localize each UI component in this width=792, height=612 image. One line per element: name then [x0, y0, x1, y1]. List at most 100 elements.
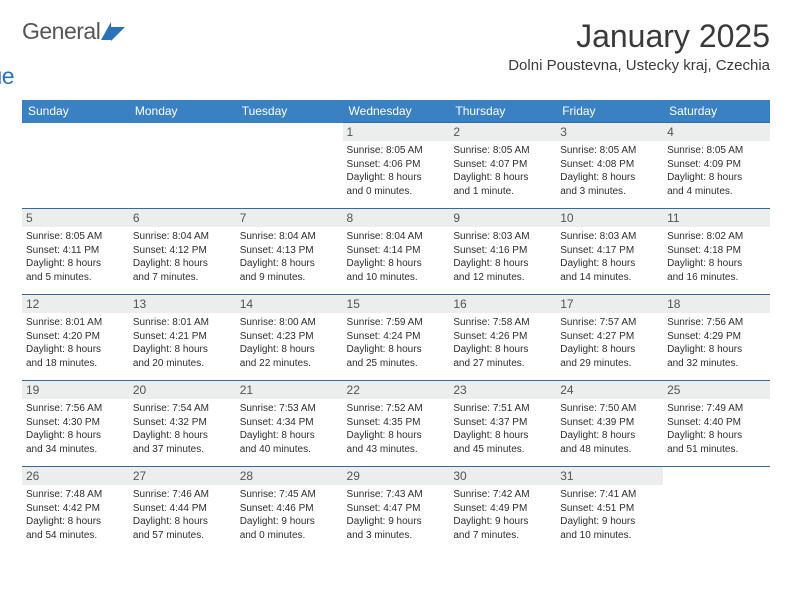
- detail-line: Daylight: 8 hours: [133, 515, 232, 529]
- detail-line: Sunset: 4:23 PM: [240, 330, 339, 344]
- detail-line: Sunset: 4:29 PM: [667, 330, 766, 344]
- day-details: Sunrise: 8:05 AMSunset: 4:08 PMDaylight:…: [560, 144, 659, 198]
- detail-line: Daylight: 8 hours: [667, 429, 766, 443]
- detail-line: Daylight: 8 hours: [240, 257, 339, 271]
- day-cell: 18Sunrise: 7:56 AMSunset: 4:29 PMDayligh…: [663, 295, 770, 381]
- day-number: 16: [449, 295, 556, 313]
- detail-line: Sunrise: 7:42 AM: [453, 488, 552, 502]
- detail-line: Sunrise: 7:56 AM: [667, 316, 766, 330]
- detail-line: Daylight: 8 hours: [133, 343, 232, 357]
- detail-line: Sunset: 4:51 PM: [560, 502, 659, 516]
- day-details: Sunrise: 8:05 AMSunset: 4:11 PMDaylight:…: [26, 230, 125, 284]
- detail-line: Sunset: 4:06 PM: [347, 158, 446, 172]
- day-details: Sunrise: 8:03 AMSunset: 4:17 PMDaylight:…: [560, 230, 659, 284]
- day-details: Sunrise: 8:01 AMSunset: 4:20 PMDaylight:…: [26, 316, 125, 370]
- detail-line: Daylight: 8 hours: [453, 171, 552, 185]
- detail-line: and 7 minutes.: [133, 271, 232, 285]
- day-details: Sunrise: 7:49 AMSunset: 4:40 PMDaylight:…: [667, 402, 766, 456]
- detail-line: Sunrise: 7:45 AM: [240, 488, 339, 502]
- day-number: 31: [556, 467, 663, 485]
- empty-day-cell: [129, 123, 236, 209]
- day-number: 6: [129, 209, 236, 227]
- day-number: 28: [236, 467, 343, 485]
- detail-line: and 25 minutes.: [347, 357, 446, 371]
- detail-line: and 48 minutes.: [560, 443, 659, 457]
- day-number: 10: [556, 209, 663, 227]
- day-cell: 29Sunrise: 7:43 AMSunset: 4:47 PMDayligh…: [343, 467, 450, 553]
- title-block: January 2025 Dolni Poustevna, Ustecky kr…: [508, 18, 770, 74]
- detail-line: and 22 minutes.: [240, 357, 339, 371]
- detail-line: Sunset: 4:49 PM: [453, 502, 552, 516]
- day-details: Sunrise: 8:02 AMSunset: 4:18 PMDaylight:…: [667, 230, 766, 284]
- week-row: 12Sunrise: 8:01 AMSunset: 4:20 PMDayligh…: [22, 295, 770, 381]
- weekday-header-row: Sunday Monday Tuesday Wednesday Thursday…: [22, 100, 770, 123]
- detail-line: Daylight: 8 hours: [133, 429, 232, 443]
- detail-line: Daylight: 9 hours: [453, 515, 552, 529]
- day-details: Sunrise: 7:56 AMSunset: 4:30 PMDaylight:…: [26, 402, 125, 456]
- detail-line: Sunrise: 7:58 AM: [453, 316, 552, 330]
- detail-line: Sunset: 4:11 PM: [26, 244, 125, 258]
- weekday-header: Sunday: [22, 100, 129, 123]
- day-cell: 20Sunrise: 7:54 AMSunset: 4:32 PMDayligh…: [129, 381, 236, 467]
- day-details: Sunrise: 8:03 AMSunset: 4:16 PMDaylight:…: [453, 230, 552, 284]
- detail-line: Sunrise: 8:04 AM: [133, 230, 232, 244]
- day-number: 8: [343, 209, 450, 227]
- detail-line: Daylight: 8 hours: [347, 257, 446, 271]
- detail-line: Sunset: 4:44 PM: [133, 502, 232, 516]
- weekday-header: Friday: [556, 100, 663, 123]
- day-cell: 2Sunrise: 8:05 AMSunset: 4:07 PMDaylight…: [449, 123, 556, 209]
- detail-line: and 12 minutes.: [453, 271, 552, 285]
- detail-line: Sunset: 4:07 PM: [453, 158, 552, 172]
- day-cell: 21Sunrise: 7:53 AMSunset: 4:34 PMDayligh…: [236, 381, 343, 467]
- day-details: Sunrise: 8:01 AMSunset: 4:21 PMDaylight:…: [133, 316, 232, 370]
- logo-triangle-icon: [101, 22, 111, 40]
- day-cell: 3 Sunrise: 8:05 AMSunset: 4:08 PMDaylight…: [556, 123, 663, 209]
- detail-line: Sunrise: 7:41 AM: [560, 488, 659, 502]
- day-number: 20: [129, 381, 236, 399]
- detail-line: and 14 minutes.: [560, 271, 659, 285]
- day-details: Sunrise: 7:41 AMSunset: 4:51 PMDaylight:…: [560, 488, 659, 542]
- detail-line: Sunset: 4:16 PM: [453, 244, 552, 258]
- detail-line: and 37 minutes.: [133, 443, 232, 457]
- day-cell: 25 Sunrise: 7:49 AMSunset: 4:40 PMDayligh…: [663, 381, 770, 467]
- detail-line: Daylight: 8 hours: [453, 429, 552, 443]
- page-header: General Blue January 2025 Dolni Poustevn…: [22, 18, 770, 90]
- detail-line: Sunset: 4:21 PM: [133, 330, 232, 344]
- day-cell: 17Sunrise: 7:57 AMSunset: 4:27 PMDayligh…: [556, 295, 663, 381]
- detail-line: Sunset: 4:18 PM: [667, 244, 766, 258]
- detail-line: Daylight: 9 hours: [560, 515, 659, 529]
- day-details: Sunrise: 7:58 AMSunset: 4:26 PMDaylight:…: [453, 316, 552, 370]
- detail-line: Sunrise: 8:04 AM: [347, 230, 446, 244]
- detail-line: Sunrise: 8:03 AM: [560, 230, 659, 244]
- day-cell: 27Sunrise: 7:46 AMSunset: 4:44 PMDayligh…: [129, 467, 236, 553]
- detail-line: and 3 minutes.: [347, 529, 446, 543]
- day-number: 25: [663, 381, 770, 399]
- day-details: Sunrise: 7:51 AMSunset: 4:37 PMDaylight:…: [453, 402, 552, 456]
- detail-line: Sunrise: 8:04 AM: [240, 230, 339, 244]
- day-number: 4: [663, 123, 770, 141]
- detail-line: Daylight: 8 hours: [560, 171, 659, 185]
- detail-line: Sunrise: 7:43 AM: [347, 488, 446, 502]
- detail-line: Sunrise: 8:00 AM: [240, 316, 339, 330]
- detail-line: Sunset: 4:13 PM: [240, 244, 339, 258]
- location-text: Dolni Poustevna, Ustecky kraj, Czechia: [508, 57, 770, 74]
- detail-line: Sunrise: 8:05 AM: [453, 144, 552, 158]
- detail-line: Daylight: 8 hours: [667, 171, 766, 185]
- detail-line: and 45 minutes.: [453, 443, 552, 457]
- detail-line: Sunset: 4:46 PM: [240, 502, 339, 516]
- detail-line: Sunset: 4:26 PM: [453, 330, 552, 344]
- day-details: Sunrise: 8:05 AMSunset: 4:09 PMDaylight:…: [667, 144, 766, 198]
- detail-line: Sunset: 4:34 PM: [240, 416, 339, 430]
- detail-line: Daylight: 9 hours: [347, 515, 446, 529]
- detail-line: and 10 minutes.: [560, 529, 659, 543]
- day-number: 15: [343, 295, 450, 313]
- detail-line: and 3 minutes.: [560, 185, 659, 199]
- detail-line: Sunrise: 7:51 AM: [453, 402, 552, 416]
- day-number: 27: [129, 467, 236, 485]
- detail-line: Sunrise: 7:57 AM: [560, 316, 659, 330]
- empty-day-cell: [663, 467, 770, 553]
- day-details: Sunrise: 7:42 AMSunset: 4:49 PMDaylight:…: [453, 488, 552, 542]
- day-number: 3: [556, 123, 663, 141]
- detail-line: Sunrise: 7:54 AM: [133, 402, 232, 416]
- day-cell: 5Sunrise: 8:05 AMSunset: 4:11 PMDaylight…: [22, 209, 129, 295]
